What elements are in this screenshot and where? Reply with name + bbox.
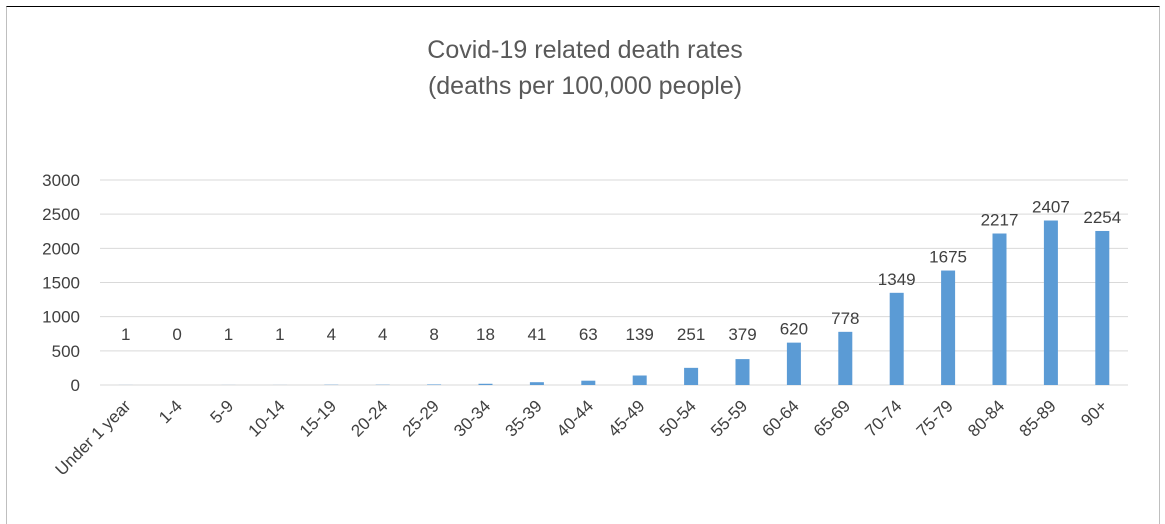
data-label: 1 [121,325,130,344]
data-label: 2217 [981,211,1019,230]
bar [992,233,1007,385]
x-category-label: 1-4 [155,396,186,427]
bar [838,331,853,385]
data-label: 778 [831,309,859,328]
x-category-label: 5-9 [207,396,238,427]
bar [1095,230,1110,385]
data-label: 2407 [1032,198,1070,217]
x-category-label: 25-29 [399,396,443,440]
data-label: 4 [327,325,336,344]
data-label: 18 [476,325,495,344]
data-label: 2254 [1083,208,1121,227]
x-category-label: 20-24 [347,396,391,440]
data-label: 1 [275,325,284,344]
bar [889,292,904,385]
x-category-label: 30-34 [450,396,494,440]
y-tick-label: 500 [52,342,80,361]
chart-title-group: Covid-19 related death rates (deaths per… [427,36,742,100]
x-category-label: 75-79 [913,396,957,440]
y-axis-ticks: 0 500 1000 1500 2000 2500 3000 [42,171,80,395]
x-category-label: 60-64 [759,396,803,440]
data-label: 1 [224,325,233,344]
x-category-label: 70-74 [861,396,905,440]
x-category-label: 50-54 [656,396,700,440]
data-labels: 1 0 1 1 4 4 8 18 41 63 139 251 379 620 778 1349 1675 2217… [121,198,1121,344]
x-category-label: 45-49 [604,396,648,440]
gridlines [100,179,1128,386]
data-label: 379 [728,325,756,344]
chart-title: Covid-19 related death rates [427,36,742,64]
data-label: 8 [429,325,438,344]
x-category-label: 65-69 [810,396,854,440]
x-category-label: 90+ [1077,396,1111,430]
bar [581,380,596,385]
y-tick-label: 2000 [42,239,80,258]
data-label: 0 [172,325,181,344]
bar [427,384,442,385]
y-tick-label: 0 [71,376,80,395]
bar [735,359,750,385]
data-label: 4 [378,325,387,344]
bar [941,270,956,385]
data-label: 41 [527,325,546,344]
data-label: 251 [677,325,705,344]
x-category-label: 10-14 [245,396,289,440]
y-tick-label: 1500 [42,274,80,293]
data-label: 620 [780,320,808,339]
y-tick-label: 3000 [42,171,80,190]
x-category-label: 15-19 [296,396,340,440]
x-category-label: 35-39 [502,396,546,440]
bar [786,342,801,385]
y-tick-label: 2500 [42,205,80,224]
x-category-label: 85-89 [1016,396,1060,440]
x-category-label: 55-59 [707,396,751,440]
bar [684,367,699,385]
x-category-label: Under 1 year [52,396,135,479]
bar [478,383,493,385]
y-tick-label: 1000 [42,308,80,327]
x-axis-categories: Under 1 year 1-4 5-9 10-14 15-19 20-24 25-29 30… [52,396,1112,479]
chart-frame [6,6,1160,524]
data-label: 1675 [929,248,967,267]
bar [1043,220,1058,385]
chart-subtitle: (deaths per 100,000 people) [428,72,742,100]
x-category-label: 80-84 [964,396,1008,440]
bars [118,220,1110,385]
data-label: 1349 [878,270,916,289]
x-category-label: 40-44 [553,396,597,440]
data-label: 63 [579,325,598,344]
bar [632,375,647,385]
data-label: 139 [626,325,654,344]
bar [529,382,544,385]
